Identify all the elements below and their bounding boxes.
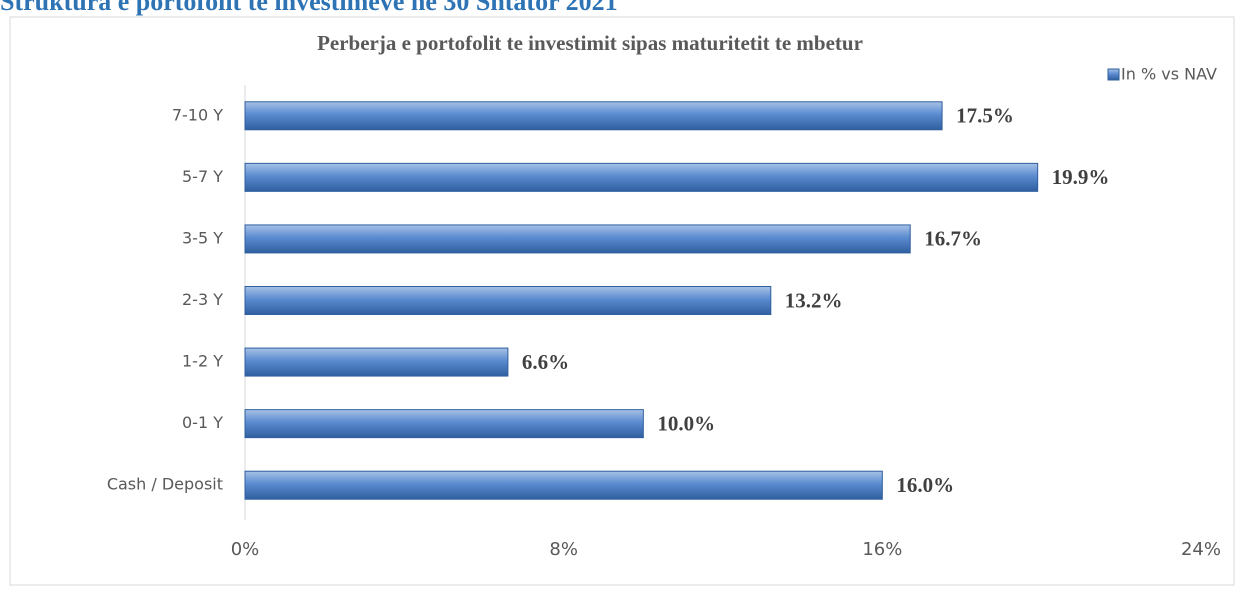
page-heading: Struktura e portofolit te investimeve ne… bbox=[0, 0, 618, 16]
value-label: 13.2% bbox=[785, 288, 843, 312]
y-tick-label: 0-1 Y bbox=[182, 413, 223, 432]
y-tick-label: 7-10 Y bbox=[172, 105, 223, 124]
value-label: 19.9% bbox=[1052, 165, 1110, 189]
value-label: 16.7% bbox=[924, 227, 982, 251]
x-tick-label: 8% bbox=[549, 539, 578, 560]
bar bbox=[244, 224, 911, 254]
y-tick-label: 3-5 Y bbox=[182, 228, 223, 247]
bar bbox=[244, 470, 883, 500]
y-tick-label: 1-2 Y bbox=[182, 352, 223, 371]
value-label: 17.5% bbox=[956, 104, 1014, 128]
legend-label: In % vs NAV bbox=[1121, 65, 1217, 84]
bar bbox=[244, 347, 509, 377]
bar bbox=[244, 286, 772, 315]
bar bbox=[244, 101, 943, 131]
legend-swatch bbox=[1107, 68, 1120, 81]
chart-title: Perberja e portofolit te investimit sipa… bbox=[317, 31, 863, 55]
value-label: 6.6% bbox=[522, 350, 569, 374]
value-label: 16.0% bbox=[896, 473, 954, 497]
value-label: 10.0% bbox=[657, 411, 715, 435]
y-tick-label: 2-3 Y bbox=[182, 290, 223, 309]
y-tick-label: 5-7 Y bbox=[182, 167, 223, 186]
bar bbox=[244, 409, 644, 439]
x-tick-label: 0% bbox=[231, 539, 260, 560]
y-tick-label: Cash / Deposit bbox=[107, 475, 223, 494]
x-tick-label: 24% bbox=[1181, 539, 1221, 560]
bar bbox=[244, 162, 1039, 192]
x-tick-label: 16% bbox=[862, 539, 902, 560]
